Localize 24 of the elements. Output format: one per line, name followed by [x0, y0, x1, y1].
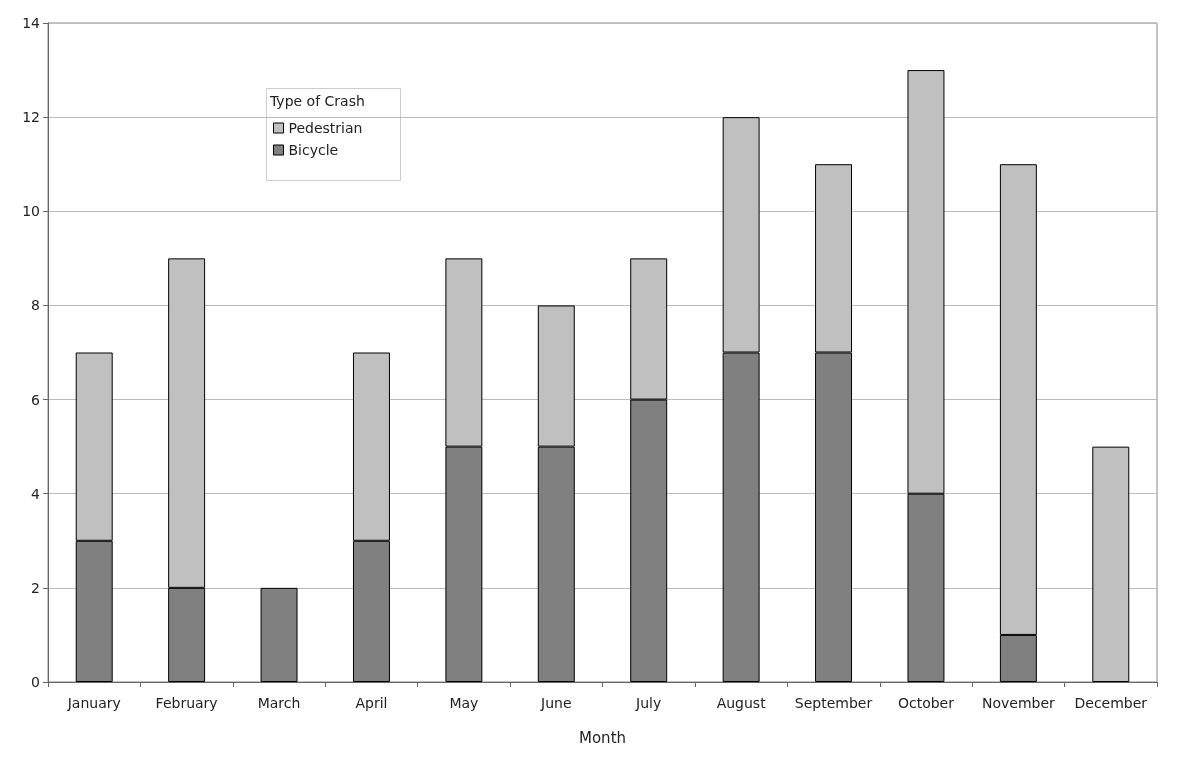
x-tick-label: June: [540, 695, 572, 711]
y-tick-label: 4: [31, 485, 41, 502]
x-tick-label: September: [794, 695, 873, 711]
y-tick-label: 8: [31, 297, 40, 314]
x-tick-label: February: [155, 695, 218, 711]
y-tick-label: 2: [31, 579, 40, 596]
y-tick-label: 14: [22, 15, 41, 31]
x-tick-label: May: [449, 695, 479, 711]
x-tick-label: August: [716, 695, 767, 711]
legend-label: Pedestrian: [288, 120, 363, 136]
x-tick-label: March: [257, 695, 301, 711]
legend-label: Bicycle: [288, 142, 339, 158]
x-tick-label: April: [355, 695, 388, 711]
y-tick-label: 10: [22, 203, 40, 220]
y-tick-label: 0: [31, 674, 40, 690]
y-tick-label: 12: [22, 109, 40, 126]
x-tick-label: January: [66, 695, 121, 711]
x-tick-label: October: [897, 695, 955, 711]
x-tick-label: July: [635, 695, 662, 711]
x-tick-label: November: [981, 695, 1056, 711]
legend-title: Type of Crash: [269, 93, 365, 109]
y-tick-label: 6: [31, 391, 41, 408]
x-tick-label: December: [1074, 695, 1148, 711]
x-axis-title: Month: [578, 728, 627, 747]
